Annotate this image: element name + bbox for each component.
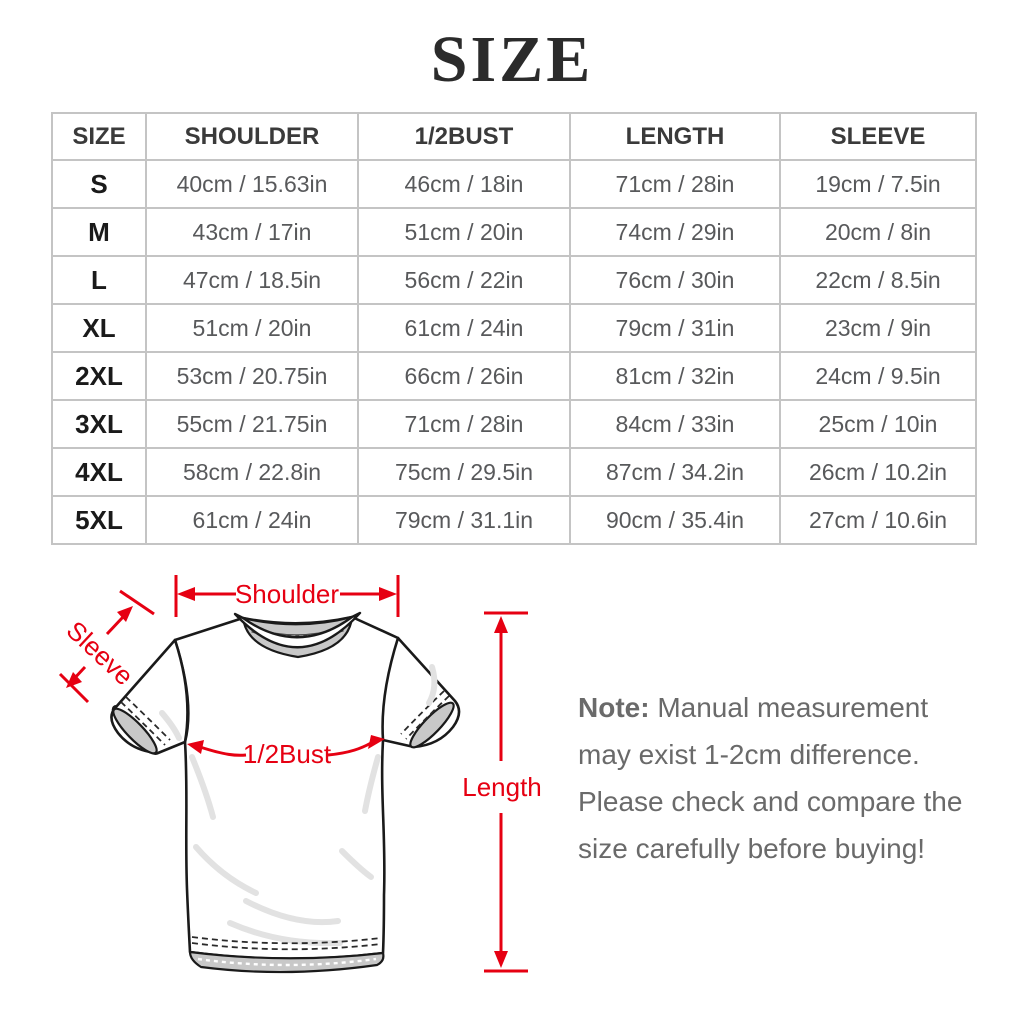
length-annotation: Length <box>462 611 542 973</box>
length-value: 81cm / 32in <box>569 351 781 401</box>
size-label: S <box>51 159 147 209</box>
table-row: S 40cm / 15.63in 46cm / 18in 71cm / 28in… <box>51 159 977 209</box>
table-row: XL 51cm / 20in 61cm / 24in 79cm / 31in 2… <box>51 303 977 353</box>
table-row: 4XL 58cm / 22.8in 75cm / 29.5in 87cm / 3… <box>51 447 977 497</box>
size-label: 3XL <box>51 399 147 449</box>
size-label: 5XL <box>51 495 147 545</box>
shoulder-value: 40cm / 15.63in <box>145 159 359 209</box>
size-label: L <box>51 255 147 305</box>
table-header-row: SIZE SHOULDER 1/2BUST LENGTH SLEEVE <box>51 112 977 161</box>
sleeve-value: 20cm / 8in <box>779 207 977 257</box>
size-table: SIZE SHOULDER 1/2BUST LENGTH SLEEVE S 40… <box>51 112 977 545</box>
shoulder-value: 58cm / 22.8in <box>145 447 359 497</box>
note-text: Note: Manual measurement may exist 1-2cm… <box>578 684 988 872</box>
column-header-size: SIZE <box>51 112 147 161</box>
shoulder-label: Shoulder <box>235 579 339 609</box>
shoulder-value: 47cm / 18.5in <box>145 255 359 305</box>
table-row: 5XL 61cm / 24in 79cm / 31.1in 90cm / 35.… <box>51 495 977 545</box>
sleeve-value: 19cm / 7.5in <box>779 159 977 209</box>
bust-value: 79cm / 31.1in <box>357 495 571 545</box>
sleeve-value: 22cm / 8.5in <box>779 255 977 305</box>
table-row: M 43cm / 17in 51cm / 20in 74cm / 29in 20… <box>51 207 977 257</box>
table-row: 2XL 53cm / 20.75in 66cm / 26in 81cm / 32… <box>51 351 977 401</box>
shoulder-value: 61cm / 24in <box>145 495 359 545</box>
bust-value: 66cm / 26in <box>357 351 571 401</box>
sleeve-value: 27cm / 10.6in <box>779 495 977 545</box>
bust-value: 56cm / 22in <box>357 255 571 305</box>
bust-label: 1/2Bust <box>243 739 332 769</box>
size-label: 2XL <box>51 351 147 401</box>
tshirt-graphic <box>110 611 461 974</box>
bust-value: 51cm / 20in <box>357 207 571 257</box>
size-diagram: Shoulder Sleeve 1/2Bust Length <box>58 575 542 974</box>
size-label: XL <box>51 303 147 353</box>
length-value: 79cm / 31in <box>569 303 781 353</box>
bust-annotation: 1/2Bust <box>187 735 385 769</box>
bust-value: 75cm / 29.5in <box>357 447 571 497</box>
shoulder-value: 43cm / 17in <box>145 207 359 257</box>
sleeve-value: 25cm / 10in <box>779 399 977 449</box>
sleeve-value: 26cm / 10.2in <box>779 447 977 497</box>
column-header-sleeve: SLEEVE <box>779 112 977 161</box>
length-value: 74cm / 29in <box>569 207 781 257</box>
note-label: Note: <box>578 692 650 723</box>
sleeve-value: 24cm / 9.5in <box>779 351 977 401</box>
length-value: 71cm / 28in <box>569 159 781 209</box>
bust-value: 61cm / 24in <box>357 303 571 353</box>
table-row: 3XL 55cm / 21.75in 71cm / 28in 84cm / 33… <box>51 399 977 449</box>
length-value: 90cm / 35.4in <box>569 495 781 545</box>
size-label: M <box>51 207 147 257</box>
note-body: Manual measurement may exist 1-2cm diffe… <box>578 692 963 864</box>
bust-value: 46cm / 18in <box>357 159 571 209</box>
length-value: 87cm / 34.2in <box>569 447 781 497</box>
column-header-bust: 1/2BUST <box>357 112 571 161</box>
page-title: SIZE <box>430 23 594 96</box>
length-value: 84cm / 33in <box>569 399 781 449</box>
shoulder-value: 53cm / 20.75in <box>145 351 359 401</box>
shoulder-annotation: Shoulder <box>174 575 400 617</box>
table-row: L 47cm / 18.5in 56cm / 22in 76cm / 30in … <box>51 255 977 305</box>
bust-value: 71cm / 28in <box>357 399 571 449</box>
length-label: Length <box>462 772 542 802</box>
column-header-length: LENGTH <box>569 112 781 161</box>
column-header-shoulder: SHOULDER <box>145 112 359 161</box>
shoulder-value: 55cm / 21.75in <box>145 399 359 449</box>
shoulder-value: 51cm / 20in <box>145 303 359 353</box>
length-value: 76cm / 30in <box>569 255 781 305</box>
sleeve-value: 23cm / 9in <box>779 303 977 353</box>
size-label: 4XL <box>51 447 147 497</box>
